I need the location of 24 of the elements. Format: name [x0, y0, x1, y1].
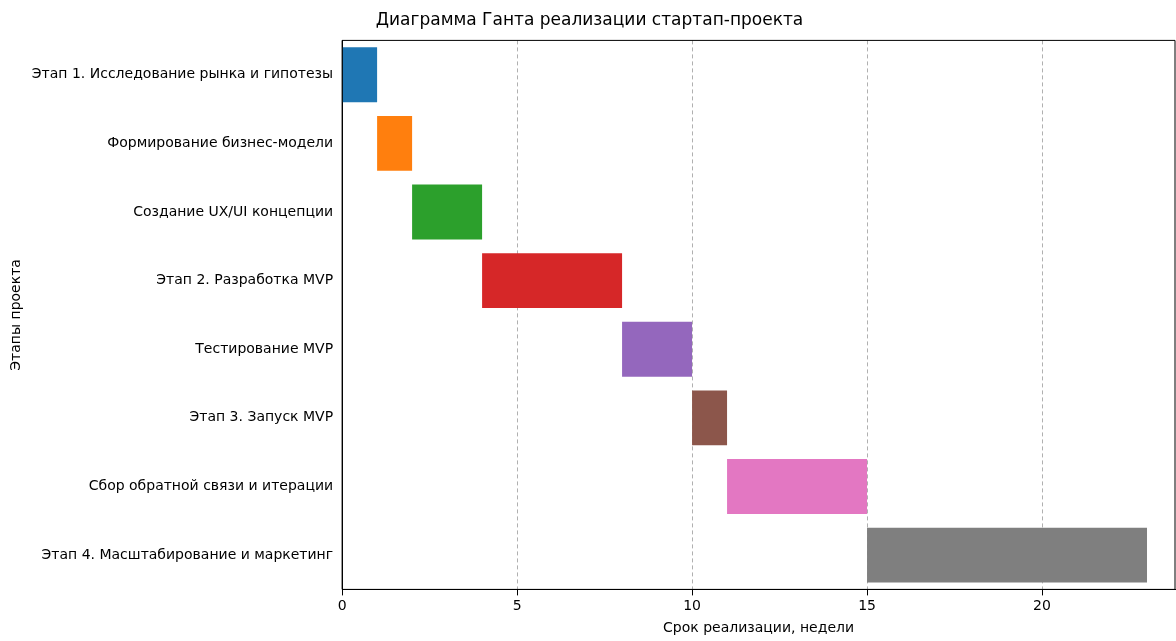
y-tick-label: Создание UX/UI концепции	[133, 202, 334, 219]
bar	[867, 527, 1147, 583]
x-tick-label: 0	[337, 597, 347, 614]
bar	[342, 47, 378, 103]
y-tick-label: Этап 2. Разработка MVP	[156, 271, 334, 288]
bar	[412, 184, 483, 240]
y-tick-label: Этап 1. Исследование рынка и гипотезы	[31, 65, 334, 82]
y-axis-title: Этапы проекта	[7, 259, 24, 371]
x-tick-label: 20	[1033, 597, 1051, 614]
x-axis-title: Срок реализации, недели	[663, 619, 855, 636]
bar	[692, 390, 728, 446]
chart-title: Диаграмма Ганта реализации стартап-проекта	[375, 8, 804, 29]
y-tick-label: Формирование бизнес-модели	[107, 133, 334, 150]
bar	[377, 115, 413, 171]
bar	[622, 321, 693, 377]
bar	[482, 253, 623, 309]
y-tick-label: Этап 3. Запуск MVP	[189, 408, 334, 425]
x-tick-label: 15	[858, 597, 876, 614]
y-tick-label: Сбор обратной связи и итерации	[88, 477, 334, 494]
bar	[727, 459, 868, 514]
x-tick-label: 5	[512, 597, 522, 614]
y-tick-label: Тестирование MVP	[194, 339, 334, 356]
x-tick-label: 10	[683, 597, 701, 614]
y-tick-label: Этап 4. Масштабирование и маркетинг	[41, 545, 334, 562]
